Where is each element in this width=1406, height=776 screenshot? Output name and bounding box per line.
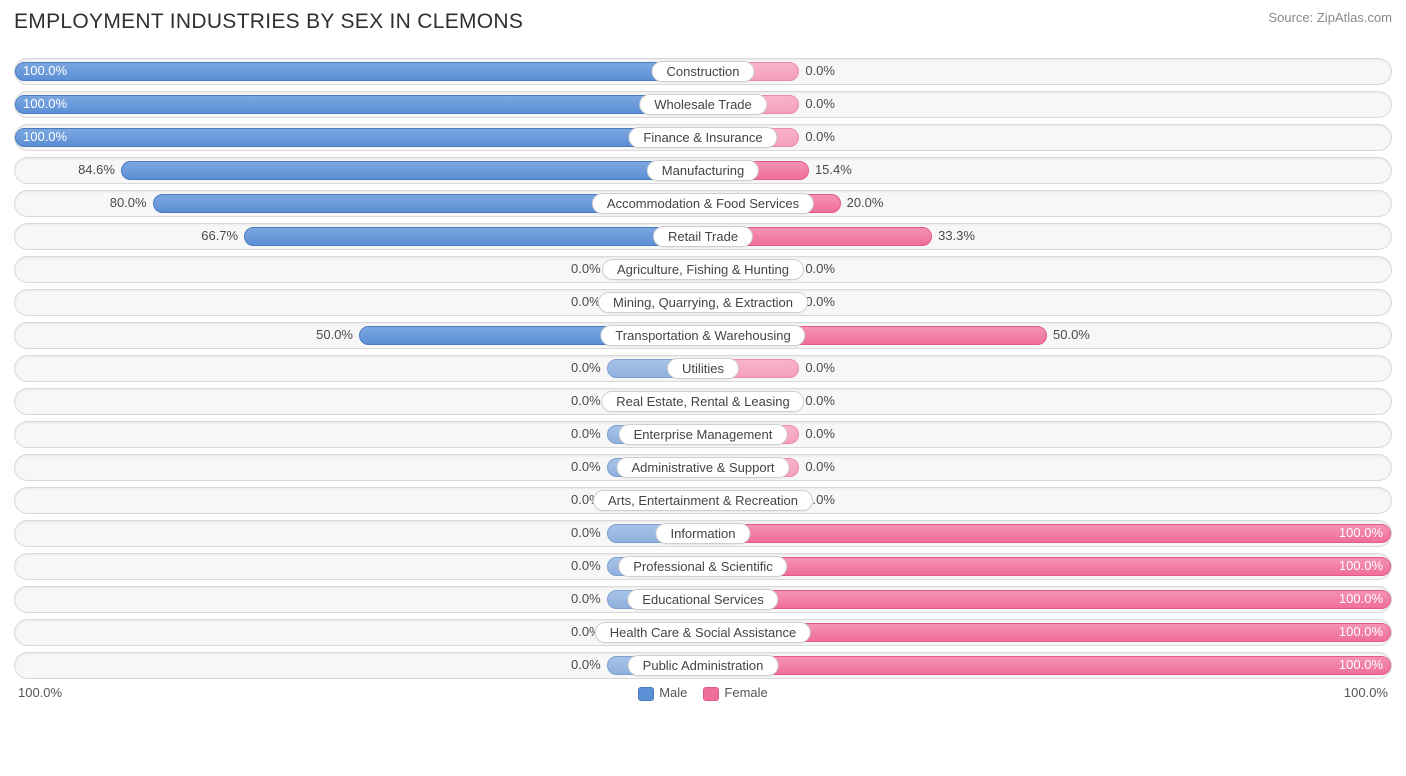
- chart-row: 50.0% 50.0% Transportation & Warehousing: [14, 322, 1392, 349]
- category-label: Mining, Quarrying, & Extraction: [598, 292, 808, 313]
- chart-row: 80.0% 20.0% Accommodation & Food Services: [14, 190, 1392, 217]
- male-pct: 0.0%: [571, 294, 601, 309]
- female-pct: 0.0%: [805, 426, 835, 441]
- category-label: Utilities: [667, 358, 739, 379]
- chart-row: 0.0% 0.0% Enterprise Management: [14, 421, 1392, 448]
- chart-row: 0.0%0.0%Arts, Entertainment & Recreation: [14, 487, 1392, 514]
- chart-row: 0.0% 100.0% Professional & Scientific: [14, 553, 1392, 580]
- male-pct: 80.0%: [110, 195, 147, 210]
- category-label: Public Administration: [628, 655, 779, 676]
- chart-row: 100.0% 0.0% Finance & Insurance: [14, 124, 1392, 151]
- chart-title: EMPLOYMENT INDUSTRIES BY SEX IN CLEMONS: [14, 10, 523, 34]
- category-label: Educational Services: [627, 589, 778, 610]
- male-bar: [15, 128, 703, 147]
- chart-source: Source: ZipAtlas.com: [1268, 10, 1392, 25]
- legend-female: Female: [703, 685, 767, 701]
- category-label: Real Estate, Rental & Leasing: [601, 391, 804, 412]
- chart-body: 100.0% 0.0% Construction 100.0% 0.0% Wholesal…: [14, 58, 1392, 679]
- chart-row: 0.0% 100.0% Information: [14, 520, 1392, 547]
- category-label: Accommodation & Food Services: [592, 193, 814, 214]
- male-pct: 0.0%: [571, 426, 601, 441]
- chart-row: 0.0% 100.0% Educational Services: [14, 586, 1392, 613]
- legend-male: Male: [638, 685, 687, 701]
- male-swatch-icon: [638, 687, 654, 701]
- female-pct: 100.0%: [1339, 558, 1383, 573]
- category-label: Administrative & Support: [616, 457, 789, 478]
- category-label: Finance & Insurance: [628, 127, 777, 148]
- female-pct: 100.0%: [1339, 525, 1383, 540]
- chart-axis: 100.0% Male Female 100.0%: [14, 685, 1392, 701]
- female-bar: [703, 590, 1391, 609]
- category-label: Arts, Entertainment & Recreation: [593, 490, 813, 511]
- male-pct: 66.7%: [201, 228, 238, 243]
- female-pct: 100.0%: [1339, 624, 1383, 639]
- chart-legend: Male Female: [638, 685, 768, 701]
- category-label: Agriculture, Fishing & Hunting: [602, 259, 804, 280]
- chart-row: 0.0% 0.0%Real Estate, Rental & Leasing: [14, 388, 1392, 415]
- female-pct: 100.0%: [1339, 591, 1383, 606]
- category-label: Health Care & Social Assistance: [595, 622, 811, 643]
- chart-row: 0.0%100.0%Health Care & Social Assistanc…: [14, 619, 1392, 646]
- category-label: Transportation & Warehousing: [600, 325, 805, 346]
- female-pct: 33.3%: [938, 228, 975, 243]
- female-pct: 0.0%: [805, 393, 835, 408]
- male-bar: [244, 227, 703, 246]
- chart-row: 100.0% 0.0% Construction: [14, 58, 1392, 85]
- chart-row: 0.0% 0.0% Utilities: [14, 355, 1392, 382]
- male-pct: 84.6%: [78, 162, 115, 177]
- male-pct: 100.0%: [23, 129, 67, 144]
- category-label: Information: [655, 523, 750, 544]
- male-pct: 50.0%: [316, 327, 353, 342]
- category-label: Construction: [652, 61, 755, 82]
- male-pct: 0.0%: [571, 558, 601, 573]
- legend-male-label: Male: [659, 685, 687, 700]
- female-pct: 15.4%: [815, 162, 852, 177]
- male-bar: [15, 62, 703, 81]
- female-pct: 50.0%: [1053, 327, 1090, 342]
- category-label: Retail Trade: [653, 226, 753, 247]
- axis-left-label: 100.0%: [18, 685, 62, 700]
- female-pct: 100.0%: [1339, 657, 1383, 672]
- female-pct: 0.0%: [805, 63, 835, 78]
- male-pct: 0.0%: [571, 393, 601, 408]
- category-label: Enterprise Management: [619, 424, 788, 445]
- female-bar: [703, 524, 1391, 543]
- male-pct: 0.0%: [571, 525, 601, 540]
- axis-right-label: 100.0%: [1344, 685, 1388, 700]
- male-pct: 0.0%: [571, 459, 601, 474]
- female-pct: 0.0%: [805, 294, 835, 309]
- category-label: Wholesale Trade: [639, 94, 767, 115]
- male-pct: 0.0%: [571, 261, 601, 276]
- female-swatch-icon: [703, 687, 719, 701]
- female-pct: 0.0%: [805, 459, 835, 474]
- female-pct: 0.0%: [805, 96, 835, 111]
- male-bar: [121, 161, 703, 180]
- male-bar: [15, 95, 703, 114]
- chart-row: 66.7% 33.3% Retail Trade: [14, 223, 1392, 250]
- female-pct: 0.0%: [805, 129, 835, 144]
- chart-row: 100.0% 0.0% Wholesale Trade: [14, 91, 1392, 118]
- female-bar: [703, 656, 1391, 675]
- male-pct: 0.0%: [571, 591, 601, 606]
- chart-row: 0.0% 0.0%Mining, Quarrying, & Extraction: [14, 289, 1392, 316]
- female-bar: [703, 557, 1391, 576]
- chart-header: EMPLOYMENT INDUSTRIES BY SEX IN CLEMONS …: [14, 10, 1392, 34]
- female-pct: 0.0%: [805, 360, 835, 375]
- male-pct: 0.0%: [571, 360, 601, 375]
- female-pct: 20.0%: [847, 195, 884, 210]
- chart-row: 0.0% 0.0% Administrative & Support: [14, 454, 1392, 481]
- category-label: Manufacturing: [647, 160, 759, 181]
- chart-row: 84.6% 15.4% Manufacturing: [14, 157, 1392, 184]
- legend-female-label: Female: [724, 685, 767, 700]
- female-pct: 0.0%: [805, 261, 835, 276]
- category-label: Professional & Scientific: [618, 556, 787, 577]
- chart-row: 0.0% 0.0%Agriculture, Fishing & Hunting: [14, 256, 1392, 283]
- male-pct: 100.0%: [23, 63, 67, 78]
- male-pct: 0.0%: [571, 657, 601, 672]
- male-pct: 100.0%: [23, 96, 67, 111]
- chart-row: 0.0% 100.0% Public Administration: [14, 652, 1392, 679]
